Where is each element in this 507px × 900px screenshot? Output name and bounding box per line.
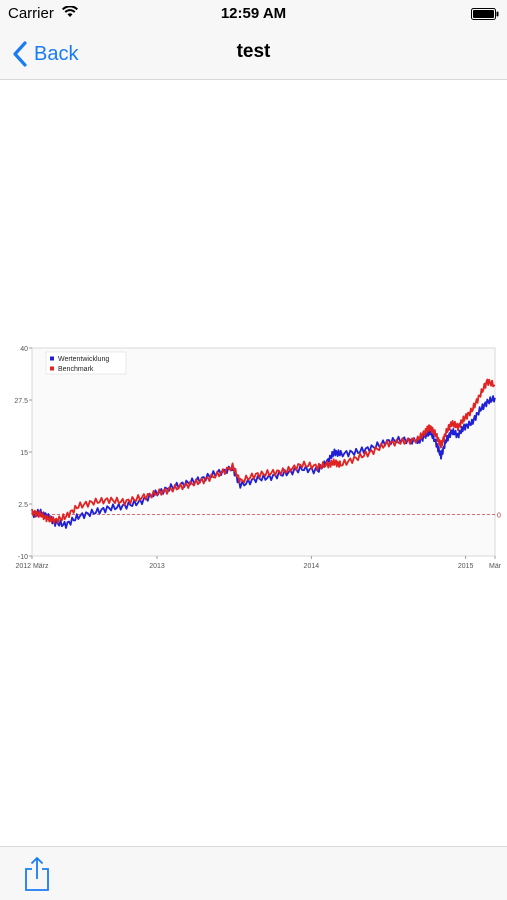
legend-swatch	[50, 366, 54, 371]
chart-content: -10 2.5 15 27.5 40 2012 März 2013 2014 2015 Mär 0 W…	[0, 81, 507, 846]
battery-icon	[471, 8, 499, 20]
x-tick-label: 2015	[458, 563, 474, 570]
status-time: 12:59 AM	[220, 5, 287, 22]
legend-swatch	[50, 356, 54, 361]
share-icon[interactable]	[20, 855, 54, 893]
reference-line-label: 0	[497, 512, 501, 519]
bottom-toolbar	[0, 846, 507, 900]
x-tick-label: 2013	[149, 563, 165, 570]
navigation-bar: Back test	[0, 28, 507, 80]
back-button[interactable]: Back	[12, 38, 78, 70]
series-line-benchmark	[31, 378, 496, 525]
back-label: Back	[34, 42, 79, 65]
y-tick-label: 27.5	[14, 398, 28, 405]
carrier-label: Carrier	[8, 5, 54, 22]
x-tick-label: Mär	[489, 563, 502, 570]
y-tick-label: 2.5	[18, 502, 28, 509]
y-tick-label: -10	[18, 554, 28, 561]
x-tick-label: 2014	[304, 563, 320, 570]
y-tick-label: 15	[20, 450, 28, 457]
plot-area	[31, 347, 496, 557]
y-tick-label: 40	[20, 346, 28, 353]
series-line-wertentwicklung	[31, 395, 496, 529]
performance-chart: -10 2.5 15 27.5 40 2012 März 2013 2014 2015 Mär 0 W…	[14, 346, 502, 570]
x-tick-label: 2012 März	[15, 563, 49, 570]
chevron-left-icon	[13, 41, 27, 67]
legend-label: Benchmark	[58, 366, 94, 373]
legend-box	[45, 351, 127, 375]
status-bar: Carrier 12:59 AM	[0, 0, 507, 28]
legend-label: Wertentwicklung	[58, 356, 109, 363]
page-title: test	[236, 41, 271, 62]
wifi-icon	[62, 6, 78, 17]
